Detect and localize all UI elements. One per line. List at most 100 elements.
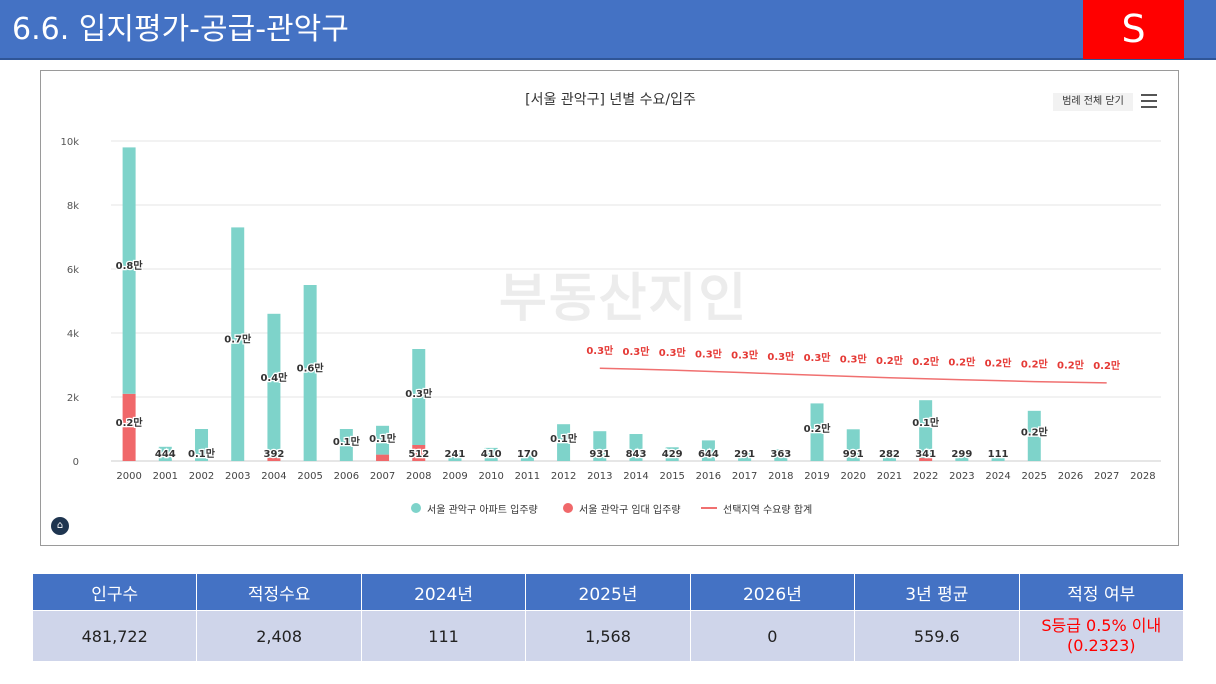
demand-data-label: 0.3만 xyxy=(840,353,868,366)
legend-label-rental: 서울 관악구 임대 입주량 xyxy=(579,505,681,516)
header-2025: 2025년 xyxy=(525,573,691,611)
bar-apartment xyxy=(195,429,209,461)
header-proper-demand: 적정수요 xyxy=(196,573,362,611)
value-2024: 111 xyxy=(360,610,527,662)
x-tick-label: 2002 xyxy=(189,471,214,482)
bar-data-label: 0.1만 xyxy=(369,432,397,445)
bar-data-label: 282 xyxy=(879,449,900,460)
x-tick-label: 2000 xyxy=(116,471,141,482)
x-tick-label: 2007 xyxy=(370,471,395,482)
summary-table: 인구수 적정수요 2024년 2025년 2026년 3년 평균 적정 여부 4… xyxy=(31,573,1185,662)
y-tick-label: 10k xyxy=(60,137,79,148)
grade-badge: S xyxy=(1083,0,1184,59)
value-population: 481,722 xyxy=(31,610,198,662)
demand-data-label: 0.3만 xyxy=(695,347,723,360)
x-tick-label: 2009 xyxy=(442,471,467,482)
x-tick-label: 2021 xyxy=(877,471,902,482)
header-2026: 2026년 xyxy=(689,573,856,611)
value-2025: 1,568 xyxy=(525,610,691,662)
x-tick-label: 2014 xyxy=(623,471,648,482)
x-tick-label: 2019 xyxy=(804,471,829,482)
y-tick-label: 0 xyxy=(73,457,79,468)
x-tick-label: 2013 xyxy=(587,471,612,482)
bar-apartment xyxy=(882,451,896,461)
x-tick-label: 2026 xyxy=(1058,471,1083,482)
value-proper-demand: 2,408 xyxy=(196,610,362,662)
bar-data-label: 0.2만 xyxy=(804,422,832,435)
x-tick-label: 2024 xyxy=(985,471,1010,482)
bar-apartment xyxy=(919,400,933,458)
bar-apartment xyxy=(520,455,534,461)
legend-label-demand: 선택지역 수요량 합계 xyxy=(723,505,813,516)
summary-header-row: 인구수 적정수요 2024년 2025년 2026년 3년 평균 적정 여부 xyxy=(31,573,1185,611)
bar-data-label: 170 xyxy=(517,449,538,460)
bar-apartment xyxy=(412,349,426,445)
slide-title: 6.6. 입지평가-공급-관악구 xyxy=(12,12,349,47)
bar-data-label: 429 xyxy=(662,449,683,460)
demand-data-label: 0.2만 xyxy=(1057,358,1085,371)
bar-apartment xyxy=(303,285,317,461)
x-tick-label: 2006 xyxy=(334,471,359,482)
demand-data-label: 0.2만 xyxy=(912,355,940,368)
bar-data-label: 111 xyxy=(988,449,1009,460)
slide-header: 6.6. 입지평가-공급-관악구 xyxy=(0,0,1216,60)
demand-data-label: 0.3만 xyxy=(623,345,651,358)
bar-apartment xyxy=(629,434,643,461)
bar-apartment xyxy=(557,424,571,461)
home-icon[interactable]: ⌂ xyxy=(51,517,69,535)
bar-data-label: 0.8만 xyxy=(116,259,144,272)
x-tick-label: 2020 xyxy=(841,471,866,482)
bar-data-label: 299 xyxy=(951,449,972,460)
legend-dot-rental-icon xyxy=(563,503,573,513)
demand-line xyxy=(599,367,1107,384)
demand-data-label: 0.3만 xyxy=(731,349,759,362)
value-adequacy: S등급 0.5% 이내 (0.2323) xyxy=(1018,610,1185,662)
value-2026: 0 xyxy=(689,610,856,662)
x-tick-label: 2022 xyxy=(913,471,938,482)
bar-apartment xyxy=(701,440,715,461)
x-tick-label: 2018 xyxy=(768,471,793,482)
bar-data-label: 410 xyxy=(481,449,502,460)
x-tick-label: 2027 xyxy=(1094,471,1119,482)
rental-data-label: 392 xyxy=(263,449,284,460)
bar-data-label: 0.1만 xyxy=(912,416,940,429)
chart-title: [서울 관악구] 년별 수요/입주 xyxy=(525,92,696,108)
bar-apartment xyxy=(448,453,462,461)
bar-rental xyxy=(919,457,933,461)
adequacy-grade-text: S등급 0.5% 이내 xyxy=(1041,616,1162,635)
watermark-logo: 부동산지인 xyxy=(499,269,749,329)
legend-toggle-button[interactable]: 범례 전체 닫기 xyxy=(1053,93,1133,111)
bar-apartment xyxy=(231,227,245,461)
bar-rental xyxy=(267,457,281,461)
bar-data-label: 444 xyxy=(155,449,176,460)
bar-apartment xyxy=(665,447,679,461)
legend-label-apartment: 서울 관악구 아파트 입주량 xyxy=(427,505,538,516)
chart-plot: 0 2k 4k 6k 8k 10k 2000 0.8만 2001 444 2002 0.1만 2003 0… xyxy=(60,137,1161,482)
demand-data-label: 0.3만 xyxy=(804,351,832,364)
bar-apartment xyxy=(738,451,752,461)
bar-data-label: 931 xyxy=(589,449,610,460)
demand-data-label: 0.3만 xyxy=(767,350,795,363)
bar-data-label: 0.3만 xyxy=(405,387,433,400)
bar-data-label: 241 xyxy=(445,449,466,460)
bar-data-label: 991 xyxy=(843,449,864,460)
bar-data-label: 644 xyxy=(698,449,719,460)
y-tick-label: 2k xyxy=(67,393,79,404)
bar-apartment xyxy=(593,431,607,461)
demand-data-label: 0.2만 xyxy=(948,356,976,369)
legend-dot-apartment-icon xyxy=(411,503,421,513)
x-tick-label: 2012 xyxy=(551,471,576,482)
x-tick-label: 2023 xyxy=(949,471,974,482)
bar-apartment xyxy=(484,447,498,461)
bar-apartment xyxy=(955,451,969,461)
bar-data-label: 0.1만 xyxy=(550,432,578,445)
x-tick-label: 2017 xyxy=(732,471,757,482)
value-3yr-average: 559.6 xyxy=(854,610,1020,662)
hamburger-menu-icon[interactable] xyxy=(1141,94,1157,108)
summary-value-row: 481,722 2,408 111 1,568 0 559.6 S등급 0.5%… xyxy=(31,610,1185,662)
rental-data-label: 512 xyxy=(408,449,429,460)
bar-rental xyxy=(122,393,136,461)
bar-apartment xyxy=(846,429,860,461)
y-tick-label: 4k xyxy=(67,329,79,340)
x-tick-label: 2005 xyxy=(297,471,322,482)
